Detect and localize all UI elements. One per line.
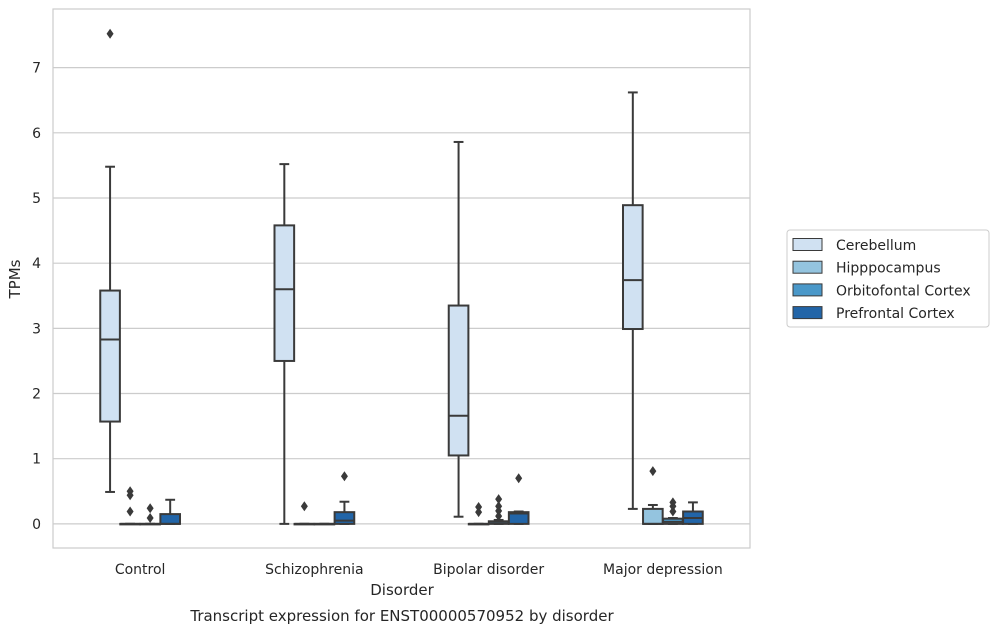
- outlier-point: [649, 466, 657, 477]
- legend-swatch: [792, 260, 823, 274]
- legend-swatch: [792, 283, 823, 297]
- series-prefrontal-cortex: [159, 471, 704, 525]
- outlier-point: [146, 503, 154, 514]
- series-orbitofontal-cortex: [139, 494, 684, 526]
- outlier-point: [669, 497, 677, 508]
- legend-swatch: [792, 238, 823, 251]
- y-tick-label: 6: [32, 126, 41, 142]
- box: [159, 513, 182, 525]
- outlier-point: [475, 501, 483, 512]
- outlier-point: [669, 506, 677, 517]
- y-tick-label: 0: [32, 517, 41, 533]
- y-axis-title: TPMs: [6, 259, 24, 299]
- legend-swatch: [792, 306, 823, 320]
- outlier-point: [126, 486, 134, 497]
- outlier-point: [475, 507, 483, 518]
- box: [99, 289, 121, 423]
- series-hipppocampus: [119, 466, 664, 526]
- outlier-point: [495, 511, 503, 522]
- outlier-point: [300, 501, 308, 512]
- x-axis-title: Disorder: [370, 581, 434, 599]
- x-tick-label: Major depression: [603, 562, 723, 578]
- y-tick-label: 4: [32, 256, 41, 272]
- box: [273, 224, 296, 362]
- x-tick-label: Schizophrenia: [265, 562, 363, 578]
- y-tick-label: 2: [32, 387, 41, 403]
- box: [333, 511, 356, 525]
- y-tick-label: 5: [32, 191, 41, 207]
- box: [447, 304, 470, 457]
- outlier-point: [495, 494, 503, 505]
- x-tick-label: Bipolar disorder: [433, 562, 544, 578]
- chart-caption: Transcript expression for ENST0000057095…: [189, 607, 614, 625]
- legend-label: Prefrontal Cortex: [836, 306, 955, 322]
- box: [642, 507, 664, 525]
- y-tick-label: 3: [32, 321, 41, 337]
- outlier-point: [515, 473, 523, 484]
- y-gridlines: [53, 67, 750, 525]
- box: [621, 204, 644, 331]
- outlier-point: [340, 471, 348, 482]
- legend: Cerebellum Hipppocampus Orbitofontal Corte…: [786, 229, 990, 328]
- outlier-point: [495, 501, 503, 512]
- box: [507, 511, 530, 525]
- y-axis-ticks: 0 1 2 3 4 5 6 7: [32, 61, 41, 533]
- x-axis-ticks: Control Schizophrenia Bipolar disorder Majo…: [115, 562, 723, 578]
- box-plot-series: [99, 28, 704, 526]
- y-tick-label: 1: [32, 452, 41, 468]
- y-tick-label: 7: [32, 61, 41, 77]
- outlier-point: [106, 28, 114, 39]
- legend-frame: [786, 229, 990, 328]
- legend-label: Cerebellum: [836, 238, 916, 254]
- outlier-point: [146, 513, 154, 524]
- legend-label: Hipppocampus: [836, 261, 941, 277]
- x-tick-label: Control: [115, 562, 166, 578]
- plot-area-frame: [52, 8, 751, 549]
- outlier-point: [126, 506, 134, 517]
- legend-label: Orbitofontal Cortex: [836, 283, 971, 299]
- series-cerebellum: [99, 28, 644, 525]
